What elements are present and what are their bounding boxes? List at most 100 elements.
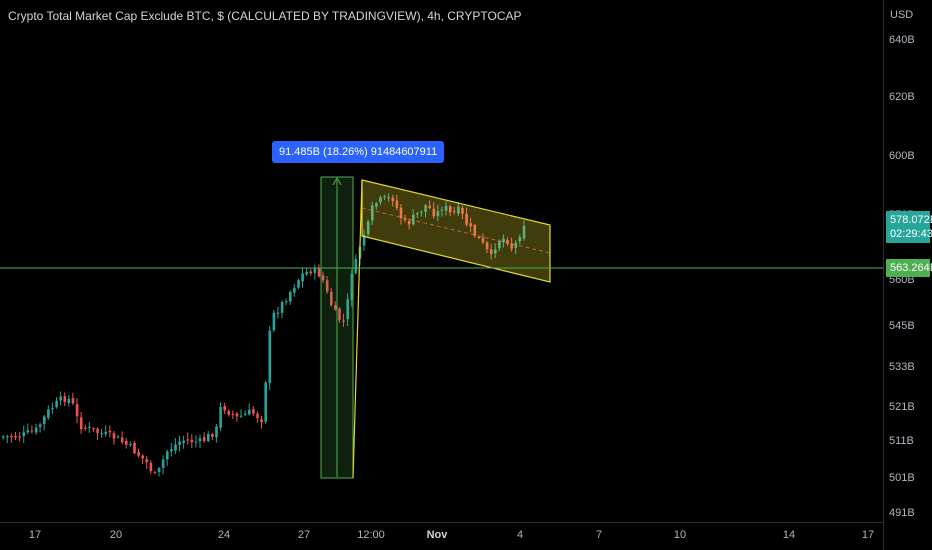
candle-body: [227, 410, 231, 415]
candle-body: [112, 433, 116, 439]
candle-body: [141, 455, 144, 459]
price-axis[interactable]: USD 640B620B600B578B560B545B533B521B511B…: [883, 0, 932, 550]
candle-body: [338, 308, 341, 321]
candle-body: [420, 211, 423, 213]
candle-body: [239, 415, 243, 417]
price-tick: 511B: [889, 435, 914, 447]
time-tick: 7: [595, 529, 603, 541]
candle-body: [194, 441, 198, 443]
candle-body: [461, 207, 464, 214]
time-axis[interactable]: 17 20 24 27 12:00 Nov 4 7 10 14 17: [0, 522, 883, 550]
candle-body: [457, 206, 460, 214]
candle-body: [198, 438, 202, 442]
candle-body: [215, 426, 218, 438]
candle-body: [63, 396, 67, 403]
candle-body: [416, 213, 419, 215]
candle-body: [84, 427, 87, 429]
candle-body: [207, 434, 210, 442]
candle-body: [395, 200, 399, 208]
candle-body: [125, 440, 128, 445]
candle-body: [346, 299, 349, 320]
candle-body: [166, 451, 169, 460]
candle-body: [2, 436, 5, 438]
candle-body: [79, 417, 83, 430]
last-price-tag: 578.072B 02:29:43: [886, 211, 932, 243]
candle-body: [133, 442, 136, 454]
candle-body: [47, 409, 50, 418]
candle-body: [399, 207, 403, 219]
candle-body: [55, 400, 58, 408]
candle-body: [100, 433, 103, 435]
candle-body: [92, 428, 95, 430]
channel-midline[interactable]: [361, 207, 551, 254]
candle-body: [514, 242, 518, 248]
candle-body: [506, 239, 509, 244]
candle-body: [297, 280, 300, 288]
flag-channel[interactable]: [361, 179, 551, 283]
currency-label: USD: [890, 9, 914, 21]
flag-pole-line[interactable]: [352, 179, 363, 479]
candle-body: [153, 472, 157, 474]
measure-arrowhead[interactable]: [332, 176, 342, 186]
candle-body: [18, 436, 21, 438]
price-chart[interactable]: [0, 0, 883, 522]
price-tick: 560B: [889, 274, 915, 286]
candle-body: [403, 218, 407, 221]
candle-body: [317, 268, 321, 277]
candle-body: [412, 214, 415, 225]
candle-body: [137, 452, 140, 456]
candle-body: [362, 234, 366, 246]
candle-body: [276, 312, 280, 314]
time-tick: 4: [516, 529, 524, 541]
candle-body: [190, 439, 194, 443]
candle-body: [436, 211, 440, 216]
candle-body: [371, 205, 374, 221]
candle-body: [301, 273, 304, 282]
price-tick: 545B: [889, 320, 915, 332]
candle-body: [22, 432, 26, 437]
candle-body: [309, 271, 313, 274]
candle-body: [256, 413, 259, 418]
candle-body: [10, 435, 13, 438]
candle-body: [38, 424, 42, 427]
candle-body: [485, 242, 489, 250]
time-tick: 20: [109, 529, 123, 541]
candle-body: [489, 249, 493, 255]
candle-body: [334, 305, 337, 310]
time-tick: 17: [861, 529, 875, 541]
level-price-tag: 563.264B: [886, 259, 932, 277]
candle-body: [67, 398, 71, 404]
drawings-group: [0, 176, 883, 479]
candle-body: [14, 435, 17, 438]
candle-body: [157, 468, 161, 472]
candle-body: [88, 426, 91, 428]
candle-body: [59, 396, 62, 401]
candle-body: [272, 312, 276, 331]
measure-label: 91.485B (18.26%) 91484607911: [272, 141, 445, 163]
candle-body: [129, 443, 132, 445]
candle-body: [211, 434, 214, 437]
candle-body: [289, 291, 292, 302]
price-tick: 521B: [889, 401, 915, 413]
candle-body: [174, 444, 177, 451]
candle-body: [494, 249, 497, 254]
price-tick: 600B: [889, 150, 915, 162]
candle-body: [448, 206, 452, 213]
candle-body: [387, 197, 390, 199]
candle-body: [248, 409, 251, 415]
candle-body: [280, 302, 284, 313]
candle-body: [481, 238, 485, 243]
candle-body: [469, 223, 472, 227]
candle-body: [182, 440, 185, 443]
candle-body: [305, 271, 308, 275]
time-tick: 17: [28, 529, 42, 541]
price-tick: 640B: [889, 34, 915, 46]
last-price-value: 578.072B: [890, 214, 932, 226]
candle-body: [444, 205, 448, 211]
candle-body: [510, 243, 513, 249]
candle-body: [71, 398, 75, 404]
candle-body: [178, 441, 181, 445]
candle-body: [522, 225, 526, 239]
candle-body: [330, 291, 333, 306]
